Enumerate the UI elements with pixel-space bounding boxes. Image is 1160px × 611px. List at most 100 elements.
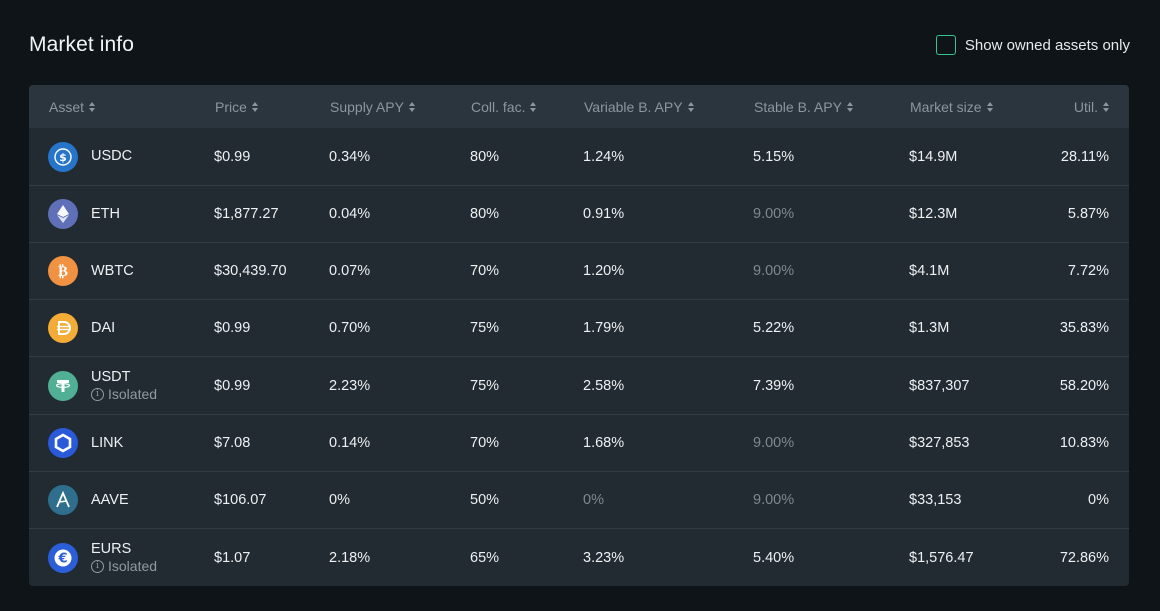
stable-apy-cell: 5.15% [753, 148, 795, 165]
aave-icon [48, 485, 78, 515]
variable-apy-cell: 3.23% [583, 549, 625, 566]
supply-apy-cell: 0.04% [329, 206, 371, 222]
column-label: Supply APY [330, 98, 404, 115]
asset-cell: USDT i Isolated [48, 357, 157, 414]
util-cell: 35.83% [1059, 320, 1109, 336]
asset-cell: DAI [48, 300, 115, 356]
dai-icon [48, 313, 78, 343]
util-cell: 28.11% [1060, 148, 1109, 165]
asset-text: DAI [91, 320, 115, 337]
market-size-cell: $33,153 [909, 492, 962, 508]
sort-icon [251, 101, 258, 112]
isolated-badge[interactable]: i Isolated [91, 386, 157, 403]
column-header-price[interactable]: Price [215, 99, 258, 115]
asset-text: LINK [91, 435, 123, 452]
svg-text:₿: ₿ [58, 262, 68, 280]
sort-icon [89, 101, 96, 112]
eth-icon [48, 199, 78, 229]
stable-apy-cell: 9.00% [753, 435, 795, 451]
table-row[interactable]: $ USDC $0.99 0.34% 80% 1.24% 5.15% $14.9M 28.11% [29, 128, 1129, 185]
table-row[interactable]: € EURS i Isolated $1.07 2.18% 65% 3.23% 5.40% $1,… [29, 528, 1129, 586]
stable-apy-cell: 9.00% [753, 492, 795, 508]
supply-apy-cell: 0% [329, 492, 350, 508]
table-row[interactable]: AAVE $106.07 0% 50% 0% 9.00% $33,153 0% [29, 471, 1129, 528]
variable-apy-cell: 1.20% [583, 263, 625, 279]
supply-apy-cell: 0.34% [329, 148, 371, 165]
util-cell: 7.72% [1067, 263, 1109, 279]
price-cell: $0.99 [214, 148, 251, 165]
price-cell: $0.99 [214, 377, 251, 394]
table-row[interactable]: USDT i Isolated $0.99 2.23% 75% 2.58% 7.39% $837… [29, 356, 1129, 414]
table-row[interactable]: ETH $1,877.27 0.04% 80% 0.91% 9.00% $12.3M 5.87… [29, 185, 1129, 242]
table-row[interactable]: ₿ WBTC $30,439.70 0.07% 70% 1.20% 9.00% $4.1M 7.… [29, 242, 1129, 299]
supply-apy-cell: 0.70% [329, 320, 371, 336]
util-cell: 58.20% [1059, 377, 1109, 394]
column-header-stable-apy[interactable]: Stable B. APY [754, 99, 853, 115]
coll-fac-cell: 50% [470, 492, 500, 508]
market-size-cell: $837,307 [909, 377, 970, 394]
market-size-cell: $12.3M [909, 206, 958, 222]
owned-assets-toggle[interactable]: Show owned assets only [935, 35, 1130, 55]
variable-apy-cell: 1.68% [583, 435, 625, 451]
owned-assets-checkbox[interactable] [935, 35, 956, 55]
table-row[interactable]: DAI $0.99 0.70% 75% 1.79% 5.22% $1.3M 35.83% [29, 299, 1129, 356]
svg-text:€: € [57, 551, 67, 566]
asset-symbol: AAVE [91, 491, 129, 508]
variable-apy-cell: 0.91% [583, 206, 625, 222]
market-size-cell: $327,853 [909, 435, 970, 451]
sort-icon [1103, 101, 1109, 112]
supply-apy-cell: 0.07% [329, 263, 371, 279]
coll-fac-cell: 80% [470, 148, 500, 165]
column-header-variable-apy[interactable]: Variable B. APY [584, 99, 694, 115]
supply-apy-cell: 2.23% [329, 377, 371, 394]
coll-fac-cell: 70% [470, 263, 500, 279]
column-label: Asset [49, 98, 85, 115]
sort-icon [530, 101, 537, 112]
stable-apy-cell: 5.22% [753, 320, 795, 336]
asset-text: AAVE [91, 492, 129, 509]
coll-fac-cell: 75% [470, 377, 500, 394]
sort-icon [986, 101, 993, 112]
market-size-cell: $1.3M [909, 320, 950, 336]
info-icon: i [91, 387, 104, 401]
column-header-asset[interactable]: Asset [49, 98, 96, 115]
column-label: Variable B. APY [584, 98, 683, 115]
table-row[interactable]: LINK $7.08 0.14% 70% 1.68% 9.00% $327,853 10.83… [29, 414, 1129, 471]
sort-icon [846, 101, 853, 112]
price-cell: $0.99 [214, 320, 251, 336]
owned-assets-label: Show owned assets only [964, 36, 1130, 54]
sort-icon [687, 101, 694, 112]
column-header-market-size[interactable]: Market size [910, 99, 993, 115]
asset-symbol: LINK [91, 434, 124, 451]
asset-text: EURS i Isolated [91, 541, 157, 575]
stable-apy-cell: 7.39% [753, 377, 795, 394]
table-body: $ USDC $0.99 0.34% 80% 1.24% 5.15% $14.9M 28.11%… [29, 128, 1129, 586]
market-size-cell: $1,576.47 [909, 549, 974, 566]
wbtc-icon: ₿ [48, 256, 78, 286]
column-label: Stable B. APY [754, 98, 842, 115]
isolated-badge[interactable]: i Isolated [91, 558, 157, 575]
isolated-label: Isolated [108, 385, 158, 402]
column-label: Util. [1073, 98, 1098, 115]
usdt-icon [48, 370, 78, 401]
asset-symbol: USDC [91, 148, 133, 164]
column-label: Market size [910, 98, 982, 115]
asset-text: WBTC [91, 263, 134, 280]
page-title: Market info [29, 33, 134, 56]
price-cell: $1,877.27 [214, 206, 279, 222]
column-header-supply-apy[interactable]: Supply APY [330, 99, 415, 115]
column-header-util[interactable]: Util. [1074, 99, 1109, 115]
asset-symbol: WBTC [91, 262, 134, 279]
usdc-icon: $ [48, 141, 78, 172]
util-cell: 5.87% [1067, 206, 1109, 222]
market-table: Asset Price Supply APY Coll. fac. Variab… [29, 85, 1129, 586]
supply-apy-cell: 2.18% [329, 549, 371, 566]
price-cell: $1.07 [214, 549, 251, 566]
column-header-coll-fac[interactable]: Coll. fac. [471, 99, 537, 115]
asset-symbol: DAI [91, 319, 116, 336]
link-icon [48, 428, 78, 458]
eurs-icon: € [48, 542, 78, 573]
coll-fac-cell: 65% [470, 549, 500, 566]
column-label: Price [215, 98, 247, 115]
